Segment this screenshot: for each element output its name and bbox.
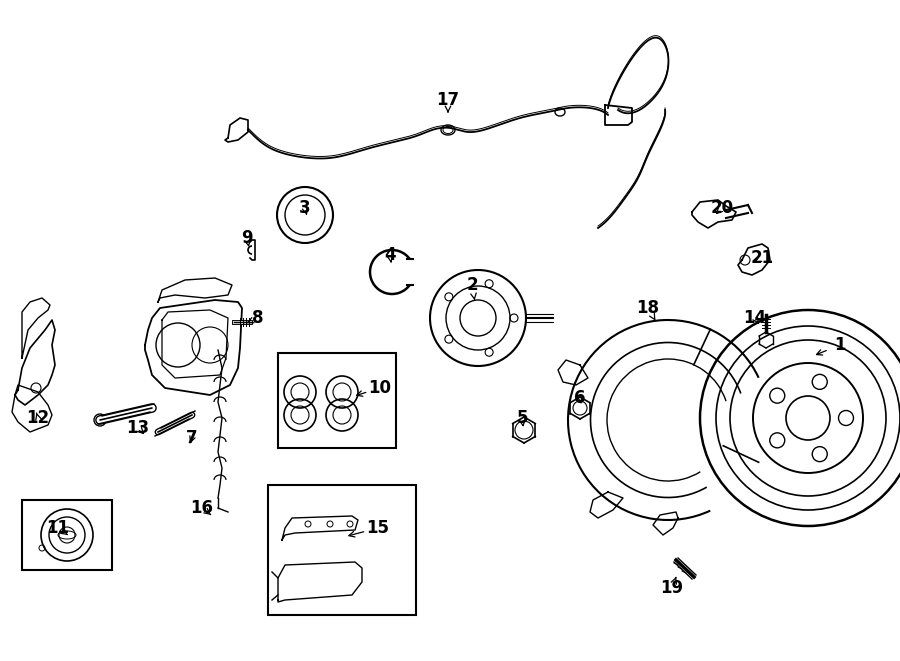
Text: 17: 17	[436, 91, 460, 109]
Bar	[22, 500, 112, 570]
Text: 13: 13	[126, 419, 149, 437]
Text: 7: 7	[186, 429, 198, 447]
Text: 3: 3	[299, 199, 310, 217]
Text: 4: 4	[384, 246, 396, 264]
Text: 5: 5	[517, 409, 527, 427]
Text: 18: 18	[636, 299, 660, 317]
Text: 16: 16	[191, 499, 213, 517]
Text: 19: 19	[661, 579, 684, 597]
Text: 15: 15	[366, 519, 390, 537]
Text: 21: 21	[751, 249, 774, 267]
Text: 20: 20	[710, 199, 734, 217]
Text: 14: 14	[743, 309, 767, 327]
Text: 11: 11	[47, 519, 69, 537]
Text: 9: 9	[241, 229, 253, 247]
Text: 12: 12	[26, 409, 50, 427]
Text: 10: 10	[368, 379, 392, 397]
Bar	[268, 485, 416, 615]
Text: 1: 1	[834, 336, 846, 354]
Text: 2: 2	[466, 276, 478, 294]
Bar	[278, 353, 396, 448]
Text: 6: 6	[574, 389, 586, 407]
Text: 8: 8	[252, 309, 264, 327]
